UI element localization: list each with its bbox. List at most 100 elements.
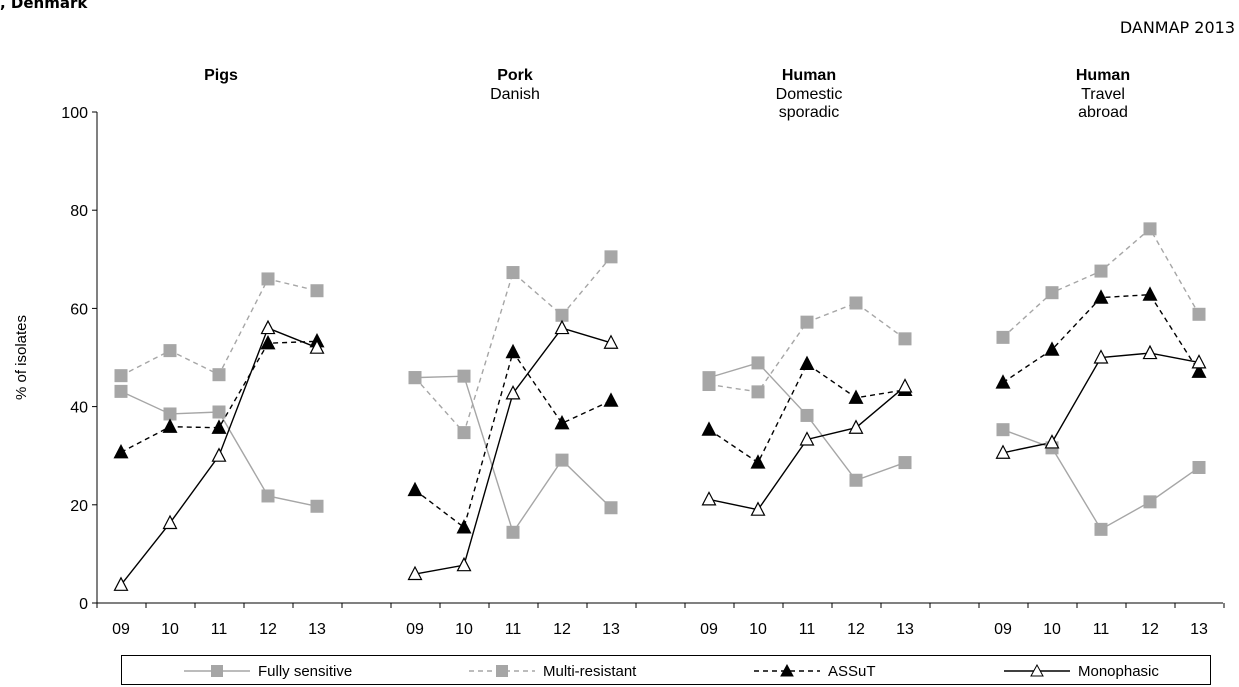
group-title: Human xyxy=(1076,67,1130,84)
x-tick-label: 12 xyxy=(259,621,277,638)
point-multi-resistant xyxy=(898,332,912,346)
point-monophasic xyxy=(701,491,717,506)
point-assut xyxy=(799,355,815,370)
point-monophasic xyxy=(995,444,1011,459)
x-tick-label: 10 xyxy=(1043,621,1061,638)
legend-label: Monophasic xyxy=(1078,662,1159,680)
series-line-monophasic xyxy=(1002,352,1200,454)
point-assut xyxy=(260,334,276,350)
x-tick-label: 10 xyxy=(455,621,473,638)
x-tick-label: 12 xyxy=(553,621,571,638)
point-multi-resistant xyxy=(212,368,226,382)
legend-item: Monophasic xyxy=(1002,660,1159,682)
x-tick-label: 10 xyxy=(161,621,179,638)
point-multi-resistant xyxy=(1094,264,1108,278)
point-assut xyxy=(211,419,227,434)
series-line-multi-resistant xyxy=(1002,227,1200,338)
point-fully-sensitive xyxy=(310,499,324,513)
point-assut xyxy=(1142,286,1158,301)
x-tick-label: 11 xyxy=(211,621,228,638)
y-tick-label: 100 xyxy=(61,105,88,122)
point-fully-sensitive xyxy=(849,473,863,487)
x-tick-label: 09 xyxy=(112,621,130,638)
y-tick-label: 40 xyxy=(70,400,88,417)
point-multi-resistant xyxy=(800,315,814,329)
legend-item: Multi-resistant xyxy=(467,660,636,682)
x-tick-label: 12 xyxy=(1141,621,1159,638)
point-assut xyxy=(603,392,619,407)
point-fully-sensitive xyxy=(751,356,765,370)
point-assut xyxy=(995,374,1011,389)
point-monophasic xyxy=(260,319,276,335)
point-fully-sensitive xyxy=(1192,460,1206,474)
point-multi-resistant xyxy=(849,296,863,310)
point-fully-sensitive xyxy=(114,384,128,398)
y-tick-label: 60 xyxy=(70,301,88,318)
x-tick-label: 13 xyxy=(308,621,326,638)
point-multi-resistant xyxy=(604,250,618,264)
point-multi-resistant xyxy=(555,308,569,322)
x-tick-label: 10 xyxy=(749,621,767,638)
point-multi-resistant xyxy=(751,385,765,399)
legend-label: ASSuT xyxy=(828,662,876,680)
group-subtitle: Travel xyxy=(1081,86,1125,103)
series-line-multi-resistant xyxy=(708,302,906,393)
x-tick-label: 09 xyxy=(994,621,1012,638)
x-tick-label: 11 xyxy=(1093,621,1110,638)
point-fully-sensitive xyxy=(1143,495,1157,509)
x-tick-label: 13 xyxy=(896,621,914,638)
point-multi-resistant xyxy=(996,330,1010,344)
y-tick-label: 0 xyxy=(79,596,88,613)
point-assut xyxy=(1044,341,1060,356)
series-line-assut xyxy=(708,362,906,464)
y-tick-label: 80 xyxy=(70,203,88,220)
point-monophasic xyxy=(603,334,619,349)
point-fully-sensitive xyxy=(212,405,226,419)
group-title: Pork xyxy=(497,67,533,84)
point-monophasic xyxy=(309,339,325,354)
point-fully-sensitive xyxy=(898,456,912,470)
point-fully-sensitive xyxy=(555,453,569,467)
series-line-monophasic xyxy=(708,385,906,511)
point-fully-sensitive xyxy=(996,423,1010,437)
y-tick-label: 20 xyxy=(70,498,88,515)
x-tick-label: 09 xyxy=(406,621,424,638)
point-multi-resistant xyxy=(1192,307,1206,321)
x-tick-label: 12 xyxy=(847,621,865,638)
point-assut xyxy=(1191,363,1207,378)
legend-item: Fully sensitive xyxy=(182,660,352,682)
x-tick-label: 11 xyxy=(799,621,816,638)
point-multi-resistant xyxy=(310,284,324,298)
group-subtitle: Danish xyxy=(490,86,540,103)
point-assut xyxy=(750,454,766,469)
point-assut xyxy=(1093,289,1109,304)
series-line-assut xyxy=(120,340,318,453)
point-multi-resistant xyxy=(702,378,716,392)
point-assut xyxy=(113,443,129,459)
group-title: Pigs xyxy=(204,67,238,84)
point-monophasic xyxy=(554,319,570,335)
point-fully-sensitive xyxy=(800,408,814,422)
point-monophasic xyxy=(113,576,129,591)
series-line-multi-resistant xyxy=(120,278,318,377)
point-multi-resistant xyxy=(163,344,177,358)
point-monophasic xyxy=(1044,434,1060,449)
legend-swatch xyxy=(754,663,820,677)
point-fully-sensitive xyxy=(1094,522,1108,536)
point-monophasic xyxy=(750,501,766,516)
report-label: DANMAP 2013 xyxy=(1119,18,1235,37)
point-monophasic xyxy=(799,431,815,446)
legend-item: ASSuT xyxy=(752,660,876,682)
point-assut xyxy=(505,343,521,359)
point-assut xyxy=(407,481,423,497)
point-assut xyxy=(456,519,472,534)
point-fully-sensitive xyxy=(604,501,618,515)
group-subtitle: abroad xyxy=(1078,104,1128,121)
x-tick-label: 13 xyxy=(1190,621,1208,638)
point-assut xyxy=(554,414,570,430)
group-subtitle: Domestic xyxy=(776,86,843,103)
x-tick-label: 13 xyxy=(602,621,620,638)
legend-swatch xyxy=(1004,663,1070,677)
point-fully-sensitive xyxy=(457,369,471,383)
point-monophasic xyxy=(505,385,521,400)
